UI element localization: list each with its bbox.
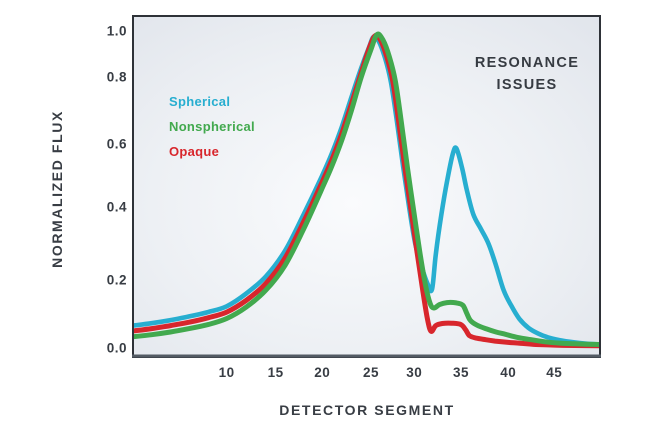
annotation-resonance-issues: RESONANCE ISSUES [475,52,579,96]
x-tick-label-45: 45 [546,365,563,380]
y-tick-label-0.8: 0.8 [106,69,127,85]
y-axis-title: NORMALIZED FLUX [49,110,65,268]
y-tick-label-0.2: 0.2 [106,272,127,288]
x-axis-title: DETECTOR SEGMENT [279,402,455,418]
annotation-line-2: ISSUES [496,77,558,93]
x-tick-label-15: 15 [267,365,284,380]
curve-nonspherical [134,31,599,347]
curve-opaque [134,32,599,349]
y-tick-label-0.6: 0.6 [106,136,127,151]
x-tick-label-40: 40 [500,365,517,380]
x-tick-label-35: 35 [452,365,470,380]
legend-item-spherical: Spherical [169,94,231,109]
legend-item-nonspherical: Nonspherical [169,119,255,134]
x-tick-label-10: 10 [218,365,235,380]
x-tick-label-30: 30 [406,365,423,380]
x-tick-label-20: 20 [314,365,331,380]
y-tick-label-0.4: 0.4 [106,199,127,215]
legend-item-opaque: Opaque [169,144,220,159]
y-tick-label-0.0: 0.0 [106,340,127,355]
plot-area [133,16,600,357]
legend: Spherical Nonspherical Opaque [169,94,255,159]
annotation-line-1: RESONANCE [474,55,580,71]
y-tick-label-1.0: 1.0 [106,23,127,39]
x-tick-label-25: 25 [362,365,380,380]
data-curves [134,31,599,349]
